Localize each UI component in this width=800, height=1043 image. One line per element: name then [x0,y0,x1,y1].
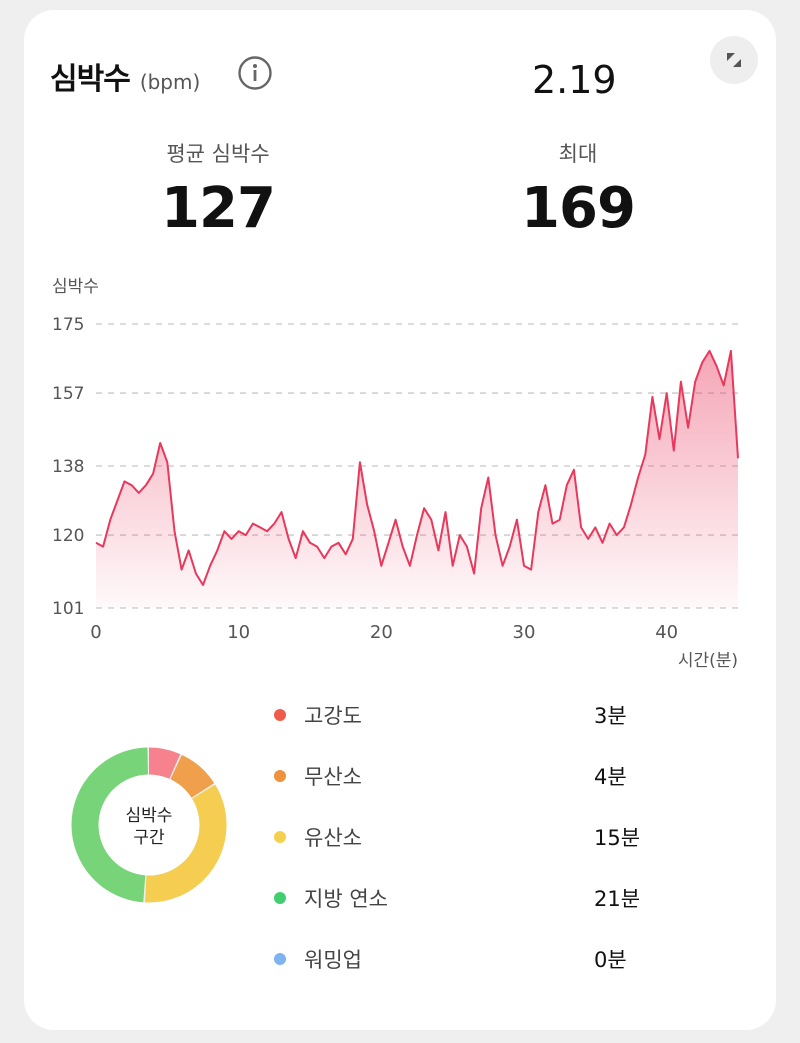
legend-value: 15분 [594,825,641,850]
heart-rate-area [96,350,738,608]
legend-value: 0분 [594,947,627,972]
zone-donut-chart: 심박수 구간 [71,747,227,903]
legend-dot [274,952,286,965]
card-title: 심박수 [50,62,131,97]
legend-dot [274,830,286,843]
legend-value: 3분 [594,703,627,728]
y-tick-label: 120 [52,526,84,546]
max-heart-rate: 최대 169 [468,138,688,241]
legend-item-anaerobic: 무산소 4분 [270,745,670,806]
x-axis-label: 시간(분) [678,651,738,671]
max-value: 169 [521,176,636,241]
average-heart-rate: 평균 심박수 127 [108,138,328,241]
donut-segment-aerobic [71,747,227,903]
legend-item-high-intensity: 고강도 3분 [270,684,670,745]
legend-item-aerobic: 유산소 15분 [270,806,670,867]
donut-title-line1: 심박수 [126,806,173,826]
card-header: 심박수 (bpm) [50,54,200,98]
legend-value: 4분 [594,764,627,789]
unit-label: (bpm) [139,70,201,94]
legend-label: 무산소 [304,764,362,789]
legend-label: 유산소 [304,825,362,850]
y-tick-label: 175 [52,315,84,335]
zone-legend: 고강도 3분 무산소 4분 유산소 15분 지방 연소 21분 워밍업 0분 [270,684,670,989]
info-icon[interactable] [238,56,272,90]
donut-segment-high-intensity [71,747,227,903]
legend-dot [274,708,286,721]
average-value: 127 [161,176,276,241]
heart-rate-line [95,349,739,586]
expand-icon [727,53,741,67]
donut-segment-fat-burn [71,747,227,903]
y-tick-label: 157 [52,384,84,404]
max-label: 최대 [558,142,598,166]
legend-value: 21분 [594,886,641,911]
legend-dot [274,769,286,782]
heart-rate-card: 심박수 (bpm) 2.19 평균 심박수 127 최대 169 심박수 101 1… [24,10,776,1030]
x-tick-label: 30 [513,622,536,643]
average-label: 평균 심박수 [166,142,270,166]
legend-dot [274,891,286,904]
expand-button[interactable] [710,36,758,84]
y-axis-label: 심박수 [52,277,99,297]
legend-item-fat-burn: 지방 연소 21분 [270,867,670,928]
legend-label: 지방 연소 [304,886,388,911]
y-tick-label: 101 [52,599,84,619]
donut-title-line2: 구간 [133,828,165,848]
x-tick-label: 20 [370,622,393,643]
legend-item-warmup: 워밍업 0분 [270,928,670,989]
legend-label: 워밍업 [304,947,362,972]
top-value: 2.19 [532,58,617,102]
x-tick-label: 0 [90,622,101,643]
x-tick-label: 40 [655,622,678,643]
y-tick-label: 138 [52,457,84,477]
x-tick-label: 10 [227,622,250,643]
legend-label: 고강도 [304,703,362,728]
